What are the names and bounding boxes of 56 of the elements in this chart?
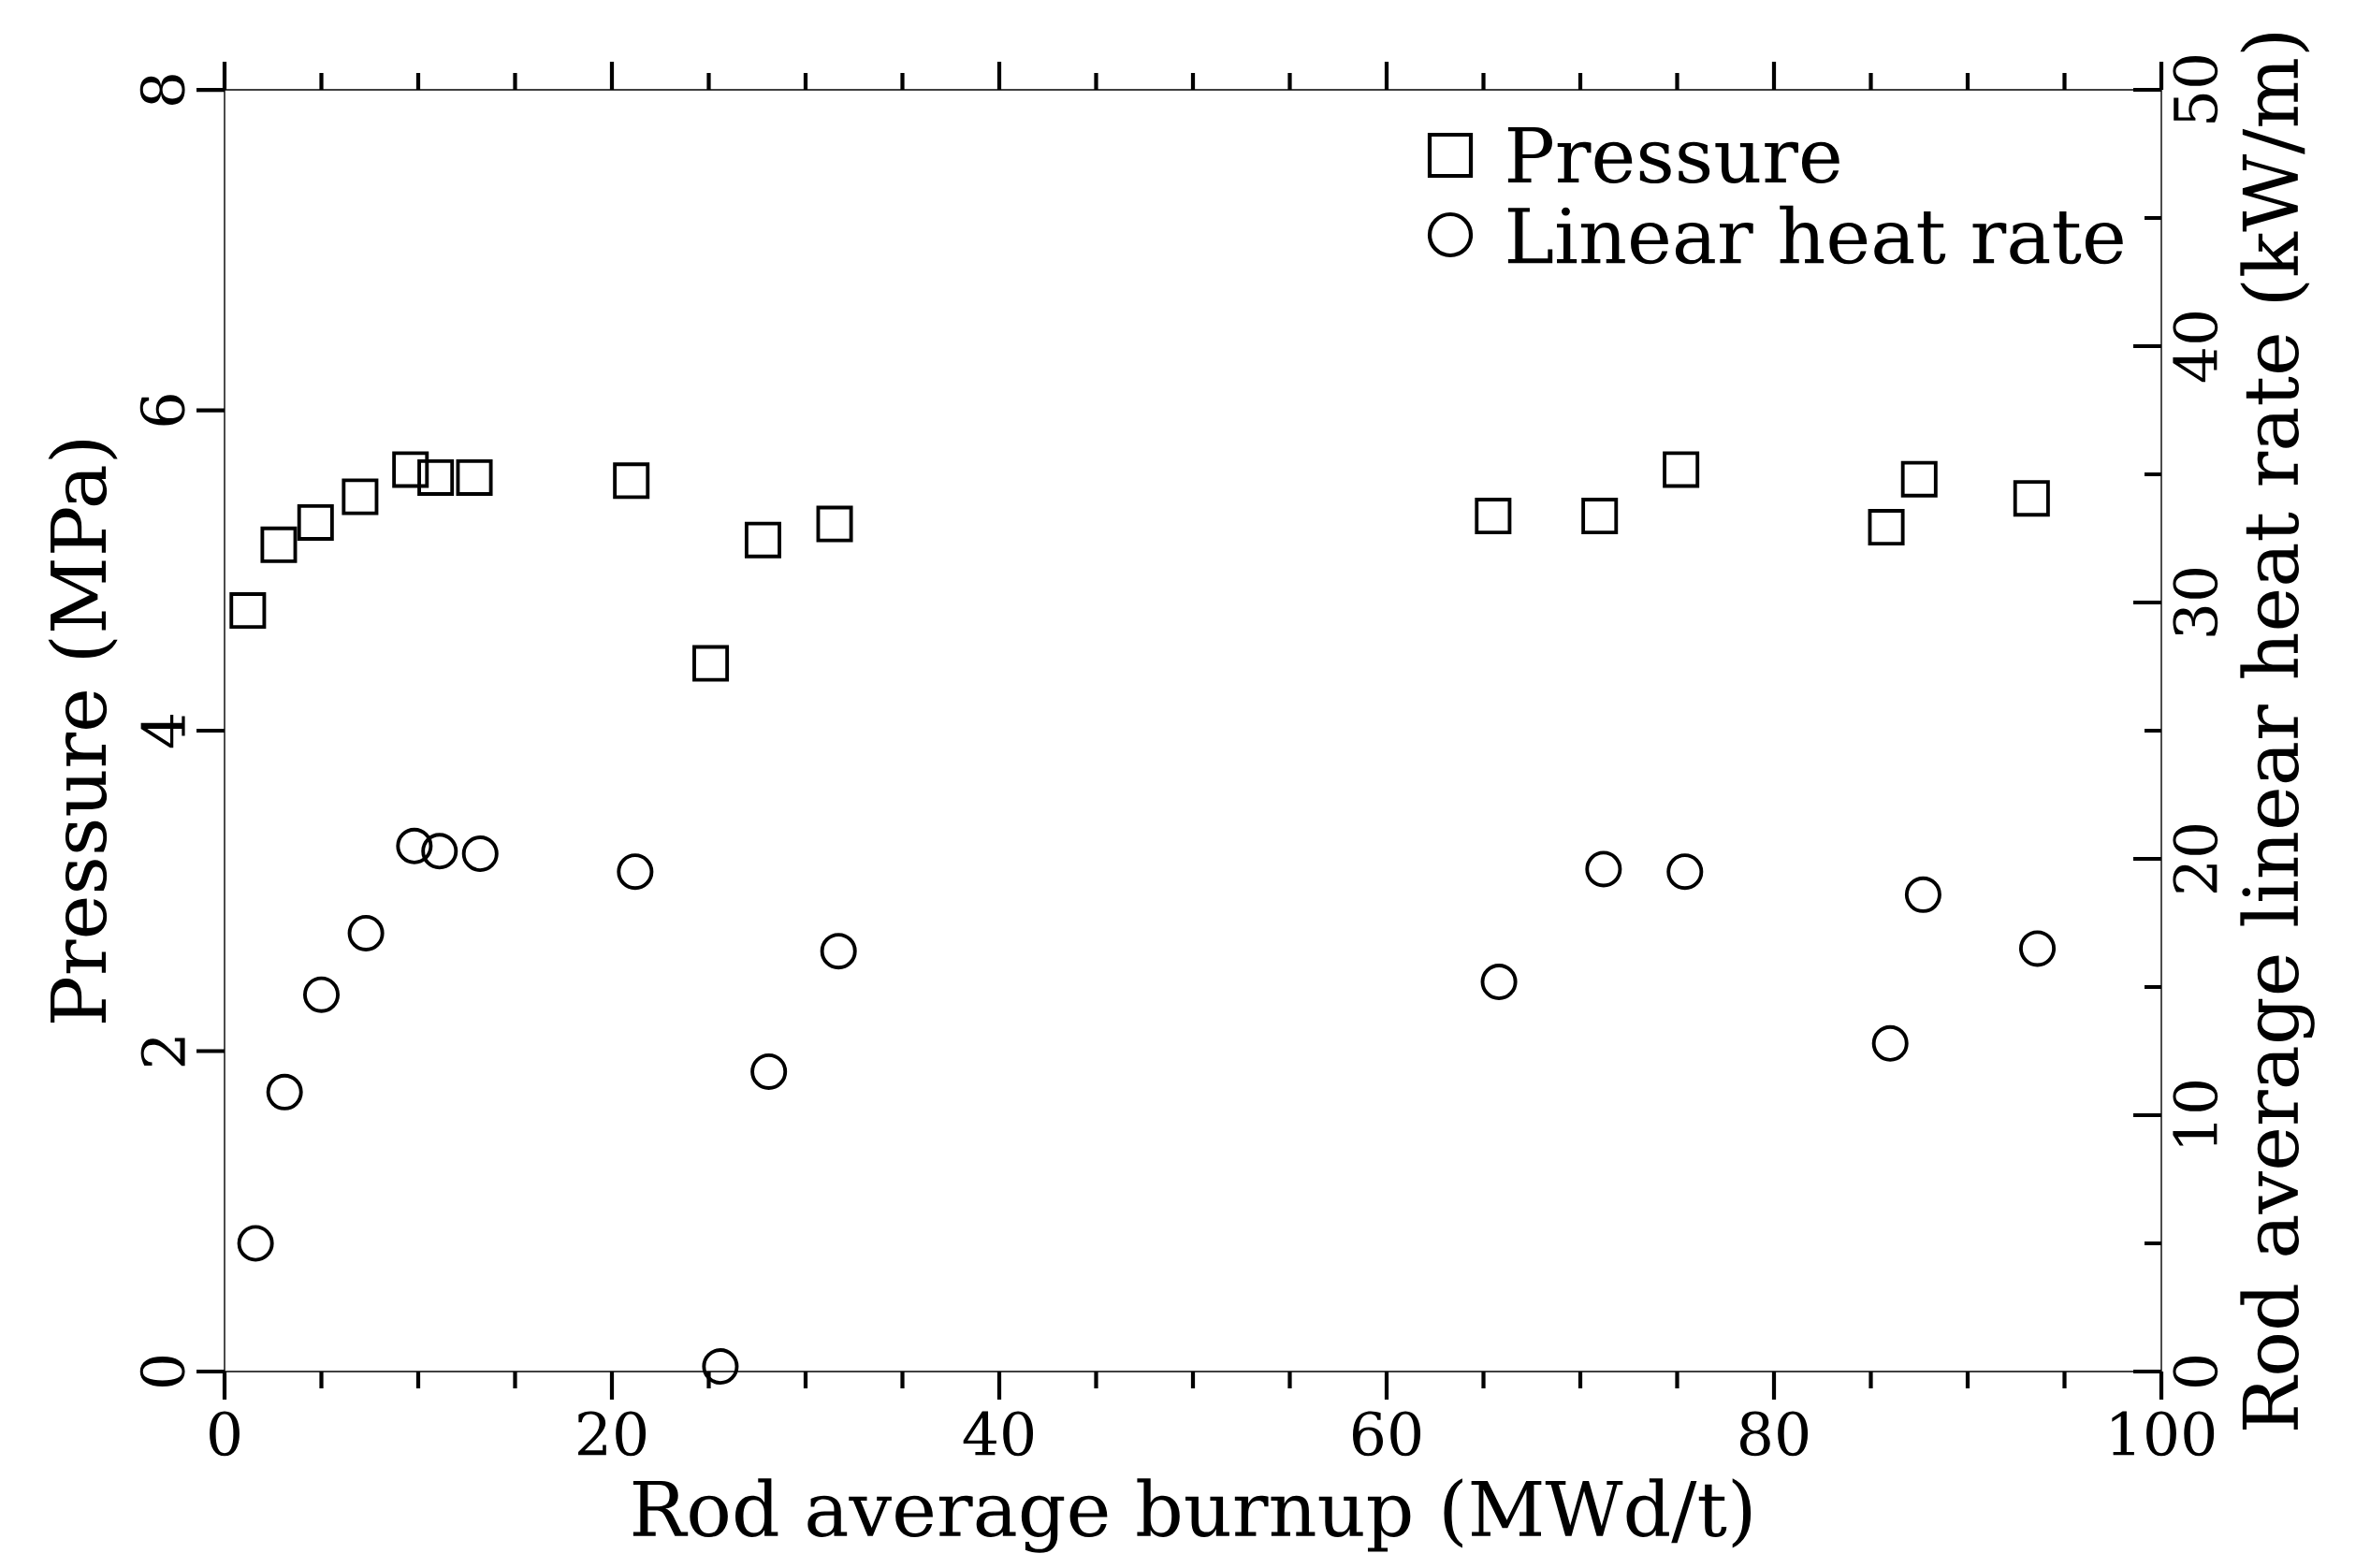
x-tick-label: 0 [210, 1411, 240, 1457]
x-tick-label: 60 [1353, 1411, 1421, 1457]
y2-tick-label: 50 [2173, 55, 2218, 123]
point [820, 933, 857, 970]
point [237, 1225, 274, 1262]
point [347, 914, 385, 951]
point [421, 833, 458, 870]
point [1868, 509, 1905, 546]
y2-tick-label: 40 [2173, 312, 2218, 383]
y-tick-label: 8 [139, 75, 185, 105]
point [342, 478, 379, 515]
x-tick-label: 80 [1740, 1411, 1809, 1457]
y2-tick-label: 30 [2173, 568, 2218, 636]
point [302, 976, 341, 1013]
point [461, 835, 499, 873]
point [816, 505, 853, 543]
point [1871, 1024, 1909, 1062]
x-tick-label: 100 [2112, 1411, 2215, 1457]
y2-tick-label: 0 [2173, 1357, 2218, 1387]
y-tick-label: 2 [140, 1038, 185, 1067]
point [1900, 460, 1938, 498]
x-axis-title: Rod average burnup (MWd/t) [632, 1478, 1752, 1553]
point [613, 462, 650, 500]
point [1666, 853, 1704, 891]
point [1475, 498, 1512, 535]
point [2019, 930, 2057, 967]
legend-label: Linear heat rate [1507, 205, 2123, 265]
point [392, 451, 429, 488]
point [266, 1073, 303, 1111]
point [1480, 964, 1518, 1001]
point [2013, 480, 2050, 517]
point [1663, 451, 1700, 488]
point [702, 1348, 739, 1386]
y-tick-label: 4 [140, 715, 185, 748]
y-axis-title: Pressure (MPa) [48, 440, 118, 1023]
point [297, 503, 334, 541]
point [1904, 876, 1941, 913]
point [744, 521, 781, 559]
point [456, 458, 493, 496]
point [692, 645, 730, 682]
y-tick-label: 6 [139, 395, 185, 426]
y2-tick-label: 20 [2173, 824, 2218, 893]
point [417, 458, 455, 496]
y2-tick-label: 10 [2173, 1081, 2218, 1146]
point [750, 1053, 788, 1090]
y2-axis-title: Rod average linear heat rate (kW/m) [2240, 33, 2315, 1430]
x-tick-label: 20 [578, 1411, 647, 1457]
point [1581, 498, 1619, 535]
point [260, 526, 298, 563]
point [1585, 850, 1622, 888]
point [617, 853, 654, 891]
y-tick-label: 0 [139, 1357, 185, 1387]
legend-label: Pressure [1507, 126, 1839, 184]
point [229, 592, 267, 630]
x-tick-label: 40 [963, 1411, 1034, 1457]
point [396, 827, 433, 864]
